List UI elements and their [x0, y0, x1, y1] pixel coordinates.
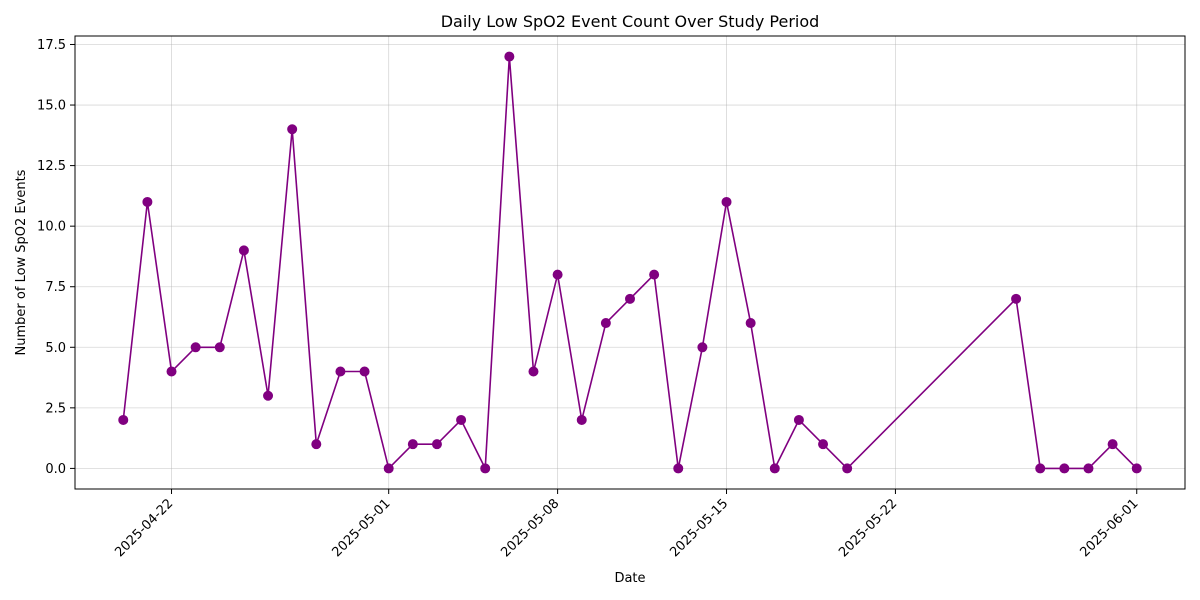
data-point [528, 366, 539, 377]
data-point [769, 463, 780, 474]
data-point [1011, 293, 1022, 304]
data-point [1107, 439, 1118, 450]
series-line [122, 55, 1138, 470]
y-tick-label: 5.0 [45, 341, 66, 356]
data-point [721, 196, 732, 207]
data-point [1131, 463, 1142, 474]
data-point [673, 463, 684, 474]
data-point [407, 439, 418, 450]
x-tick-label: 2025-05-01 [329, 496, 393, 560]
data-point [142, 196, 153, 207]
chart-title: Daily Low SpO2 Event Count Over Study Pe… [441, 12, 820, 31]
data-point [1059, 463, 1070, 474]
data-point [359, 366, 370, 377]
x-tick-label: 2025-05-22 [836, 496, 900, 560]
x-axis-label: Date [614, 571, 645, 586]
x-tick-label: 2025-06-01 [1078, 496, 1142, 560]
data-point [190, 342, 201, 353]
data-point [649, 269, 660, 280]
data-point [793, 414, 804, 425]
data-point [214, 342, 225, 353]
x-tick-label: 2025-04-22 [112, 496, 176, 560]
y-tick-label: 17.5 [37, 38, 66, 53]
plot-frame [74, 35, 1186, 490]
data-point [504, 51, 515, 62]
y-tick-label: 15.0 [37, 99, 66, 114]
y-axis-label: Number of Low SpO2 Events [14, 169, 29, 355]
data-point [818, 439, 829, 450]
data-point [263, 390, 274, 401]
data-point [118, 414, 129, 425]
x-axis: 2025-04-22 2025-05-01 2025-05-08 2025-05-15… [112, 489, 1142, 560]
data-point [166, 366, 177, 377]
data-point [238, 245, 249, 256]
data-point [1035, 463, 1046, 474]
data-point [383, 463, 394, 474]
data-point [335, 366, 346, 377]
x-tick-label: 2025-05-15 [667, 496, 731, 560]
data-point [625, 293, 635, 304]
data-point [456, 414, 467, 425]
data-point [552, 269, 563, 280]
y-tick-label: 7.5 [45, 280, 66, 295]
data-point [745, 318, 756, 329]
y-tick-label: 0.0 [45, 462, 66, 477]
x-tick-label: 2025-05-08 [498, 496, 562, 560]
y-tick-label: 10.0 [37, 220, 66, 235]
y-axis: 0.0 2.5 5.0 7.5 10.0 12.5 15.0 17.5 [37, 38, 75, 477]
data-point [600, 318, 611, 329]
data-point [576, 414, 587, 425]
series-line-group [118, 51, 1142, 474]
data-point [842, 463, 853, 474]
y-tick-label: 2.5 [45, 401, 66, 416]
data-point [431, 439, 442, 450]
data-point [480, 463, 491, 474]
data-point [697, 342, 708, 353]
data-point [287, 124, 298, 135]
data-point [311, 439, 322, 450]
y-tick-label: 12.5 [37, 159, 66, 174]
data-point [1083, 463, 1094, 474]
